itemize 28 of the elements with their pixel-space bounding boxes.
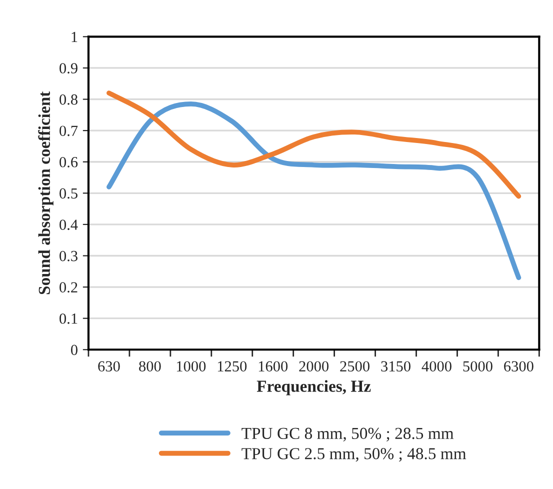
y-axis-title: Sound absorption coefficient [38, 91, 54, 294]
y-tick-label: 0.7 [60, 126, 78, 136]
line-series [106, 102, 522, 280]
x-tick-label: 2500 [340, 361, 370, 372]
y-tick-label: 0.9 [60, 63, 78, 74]
x-tick-label: 1600 [258, 361, 288, 372]
y-tick-label: 0.2 [60, 282, 78, 293]
y-tick-label: 0 [71, 344, 78, 356]
y-tick-label: 0.6 [60, 157, 78, 168]
x-tick-label: 3150 [381, 361, 410, 372]
y-tick-label: 0.1 [60, 313, 78, 324]
line-series [106, 90, 522, 199]
x-tick-label: 630 [98, 361, 120, 372]
y-tick-label: 0.3 [60, 250, 78, 262]
x-tick-label: 2000 [299, 361, 329, 372]
x-tick-label: 5000 [463, 361, 492, 372]
x-tick-label: 6300 [504, 361, 534, 372]
y-tick-label: 1 [72, 32, 78, 42]
x-tick-label: 4000 [422, 361, 452, 372]
x-tick-label: 1000 [176, 361, 206, 372]
x-axis-title: Frequencies, Hz [256, 380, 371, 396]
x-tick-label: 800 [139, 361, 161, 372]
legend-label: TPU GC 8 mm, 50% ; 28.5 mm [242, 428, 454, 442]
legend-label: TPU GC 2.5 mm, 50% ; 48.5 mm [242, 448, 466, 462]
y-tick-label: 0.5 [60, 188, 78, 199]
y-tick-label: 0.8 [60, 94, 78, 105]
x-tick-label: 1250 [218, 361, 247, 372]
y-tick-label: 0.4 [60, 220, 78, 230]
